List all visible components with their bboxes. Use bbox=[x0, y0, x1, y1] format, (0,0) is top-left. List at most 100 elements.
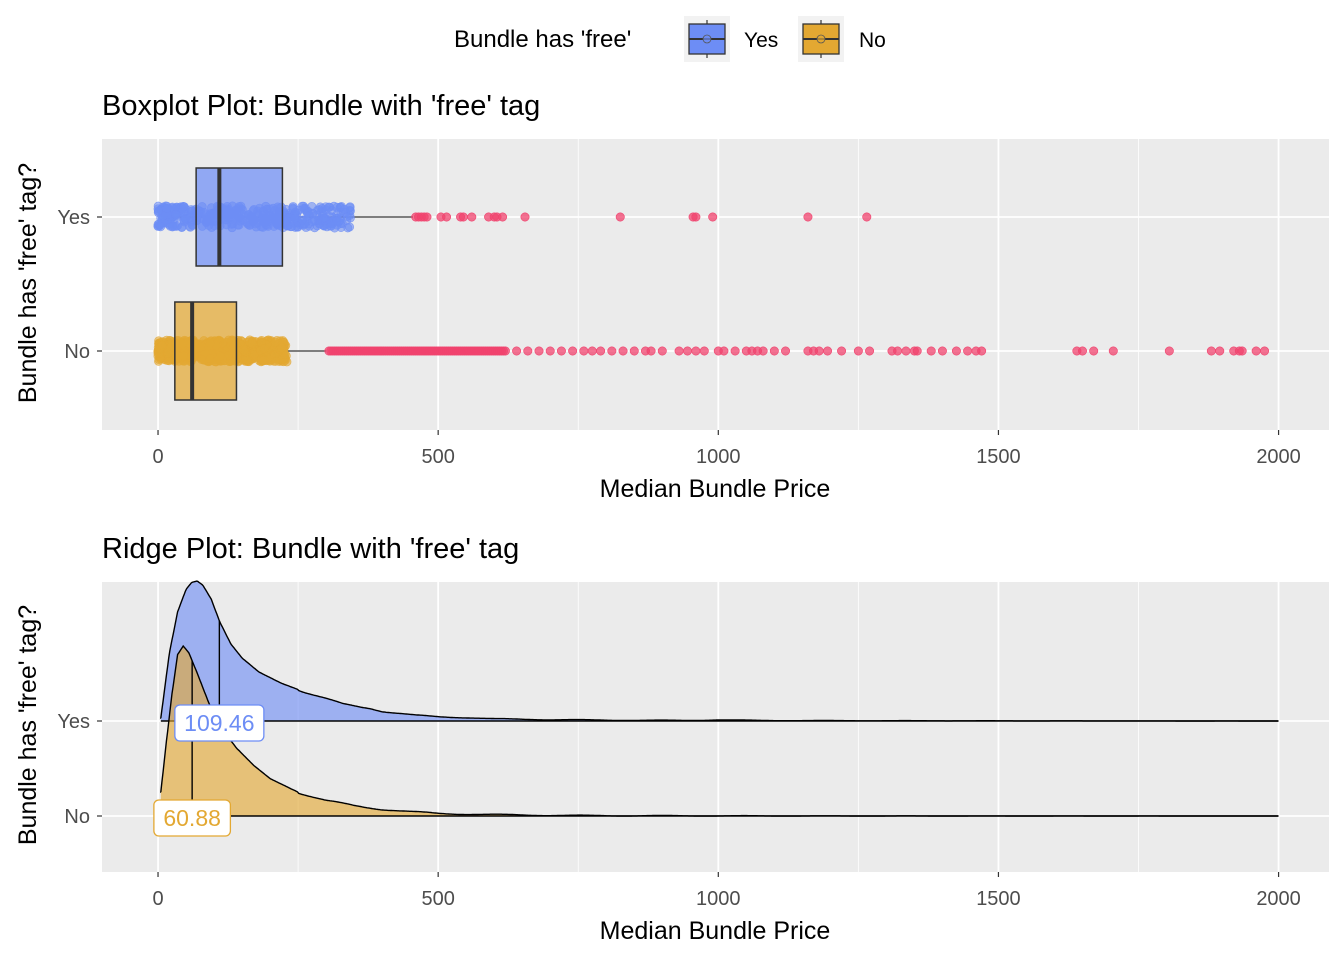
jitter-point bbox=[288, 203, 298, 213]
ridge-panel: 109.46 60.88 bbox=[102, 580, 1329, 872]
jitter-point bbox=[321, 205, 331, 215]
x-tick-label: 1500 bbox=[976, 888, 1021, 910]
y-tick-label: Yes bbox=[57, 207, 90, 229]
outlier-point bbox=[814, 346, 824, 356]
outlier-point bbox=[719, 346, 729, 356]
legend-label-yes: Yes bbox=[744, 29, 778, 52]
jitter-point bbox=[332, 216, 342, 226]
jitter-point bbox=[311, 210, 321, 220]
jitter-point bbox=[157, 340, 167, 350]
outlier-point bbox=[458, 212, 468, 222]
jitter-point bbox=[163, 348, 173, 358]
legend-title: Bundle has 'free' bbox=[454, 26, 631, 53]
outlier-point bbox=[534, 346, 544, 356]
outlier-point bbox=[691, 212, 701, 222]
outlier-point bbox=[758, 346, 768, 356]
legend-label-no: No bbox=[859, 29, 886, 52]
outlier-point bbox=[618, 346, 628, 356]
outlier-point bbox=[1237, 346, 1247, 356]
outlier-point bbox=[977, 346, 987, 356]
outlier-point bbox=[657, 346, 667, 356]
median-label-text-yes: 109.46 bbox=[184, 710, 254, 736]
boxplot-title: Boxplot Plot: Bundle with 'free' tag bbox=[102, 90, 540, 122]
legend-key-no bbox=[798, 16, 844, 62]
outlier-point bbox=[467, 212, 477, 222]
box-no bbox=[174, 301, 238, 401]
x-tick-label: 1500 bbox=[976, 446, 1021, 468]
jitter-point bbox=[297, 215, 307, 225]
outlier-point bbox=[1260, 346, 1270, 356]
ridge-x-axis: 0 500 1000 1500 2000 No Yes bbox=[57, 711, 1300, 910]
jitter-point bbox=[177, 222, 187, 232]
jitter-point bbox=[171, 210, 181, 220]
outlier-point bbox=[708, 212, 718, 222]
outlier-point bbox=[937, 346, 947, 356]
y-tick-label: Yes bbox=[57, 711, 90, 733]
median-label-box-no bbox=[153, 799, 232, 837]
x-tick-label: 0 bbox=[152, 446, 163, 468]
outlier-point bbox=[607, 346, 617, 356]
jitter-point bbox=[156, 222, 166, 232]
boxplot-xlabel: Median Bundle Price bbox=[600, 475, 831, 503]
outlier-point bbox=[699, 346, 709, 356]
jitter-point bbox=[339, 204, 349, 214]
y-tick-label: No bbox=[64, 341, 90, 363]
outlier-point bbox=[1251, 346, 1261, 356]
x-tick-label: 2000 bbox=[1256, 888, 1301, 910]
outlier-point bbox=[587, 346, 597, 356]
outlier-point bbox=[893, 346, 903, 356]
outlier-point bbox=[865, 346, 875, 356]
jitter-point bbox=[185, 222, 195, 232]
jitter-point bbox=[179, 202, 189, 212]
outlier-point bbox=[646, 346, 656, 356]
x-tick-label: 2000 bbox=[1256, 446, 1301, 468]
outlier-point bbox=[803, 212, 813, 222]
x-tick-label: 1000 bbox=[696, 888, 741, 910]
jitter-point bbox=[319, 213, 329, 223]
outlier-point bbox=[1077, 346, 1087, 356]
boxplot-x-axis: 0 500 1000 1500 2000 No Yes bbox=[57, 207, 1300, 468]
median-label-box-yes bbox=[174, 704, 265, 742]
y-tick-label: No bbox=[64, 806, 90, 828]
outlier-point bbox=[1206, 346, 1216, 356]
outlier-point bbox=[691, 346, 701, 356]
jitter-point bbox=[153, 206, 163, 216]
outlier-point bbox=[523, 346, 533, 356]
legend-key-yes bbox=[684, 16, 730, 62]
jitter-point bbox=[297, 201, 307, 211]
ridge-yes bbox=[160, 580, 1279, 722]
outlier-point bbox=[781, 346, 791, 356]
outlier-point bbox=[837, 346, 847, 356]
outlier-point bbox=[596, 346, 606, 356]
outlier-point bbox=[520, 212, 530, 222]
outlier-point bbox=[901, 346, 911, 356]
outlier-point bbox=[442, 212, 452, 222]
outliers-yes bbox=[411, 212, 872, 222]
ridge-area-yes bbox=[160, 581, 1279, 721]
outlier-point bbox=[951, 346, 961, 356]
outlier-point bbox=[674, 346, 684, 356]
jitter-point bbox=[259, 344, 269, 354]
boxplot-ylabel: Bundle has 'free' tag? bbox=[14, 163, 42, 403]
jitter-point bbox=[243, 355, 253, 365]
outlier-point bbox=[862, 212, 872, 222]
x-tick-label: 1000 bbox=[696, 446, 741, 468]
ridge-title: Ridge Plot: Bundle with 'free' tag bbox=[102, 533, 519, 565]
outlier-point bbox=[1089, 346, 1099, 356]
jitter-point bbox=[345, 213, 355, 223]
outlier-point bbox=[545, 346, 555, 356]
jitter-point bbox=[282, 216, 292, 226]
x-tick-label: 0 bbox=[152, 888, 163, 910]
outlier-point bbox=[615, 212, 625, 222]
outlier-point bbox=[556, 346, 566, 356]
jitter-point bbox=[239, 346, 249, 356]
outlier-point bbox=[912, 346, 922, 356]
x-tick-label: 500 bbox=[421, 446, 454, 468]
jitter-point bbox=[277, 343, 287, 353]
outlier-point bbox=[963, 346, 973, 356]
jitter-point bbox=[168, 221, 178, 231]
median-label-text-no: 60.88 bbox=[163, 805, 221, 831]
jitter-point bbox=[307, 201, 317, 211]
jitter-point bbox=[270, 356, 280, 366]
outlier-point bbox=[500, 346, 510, 356]
